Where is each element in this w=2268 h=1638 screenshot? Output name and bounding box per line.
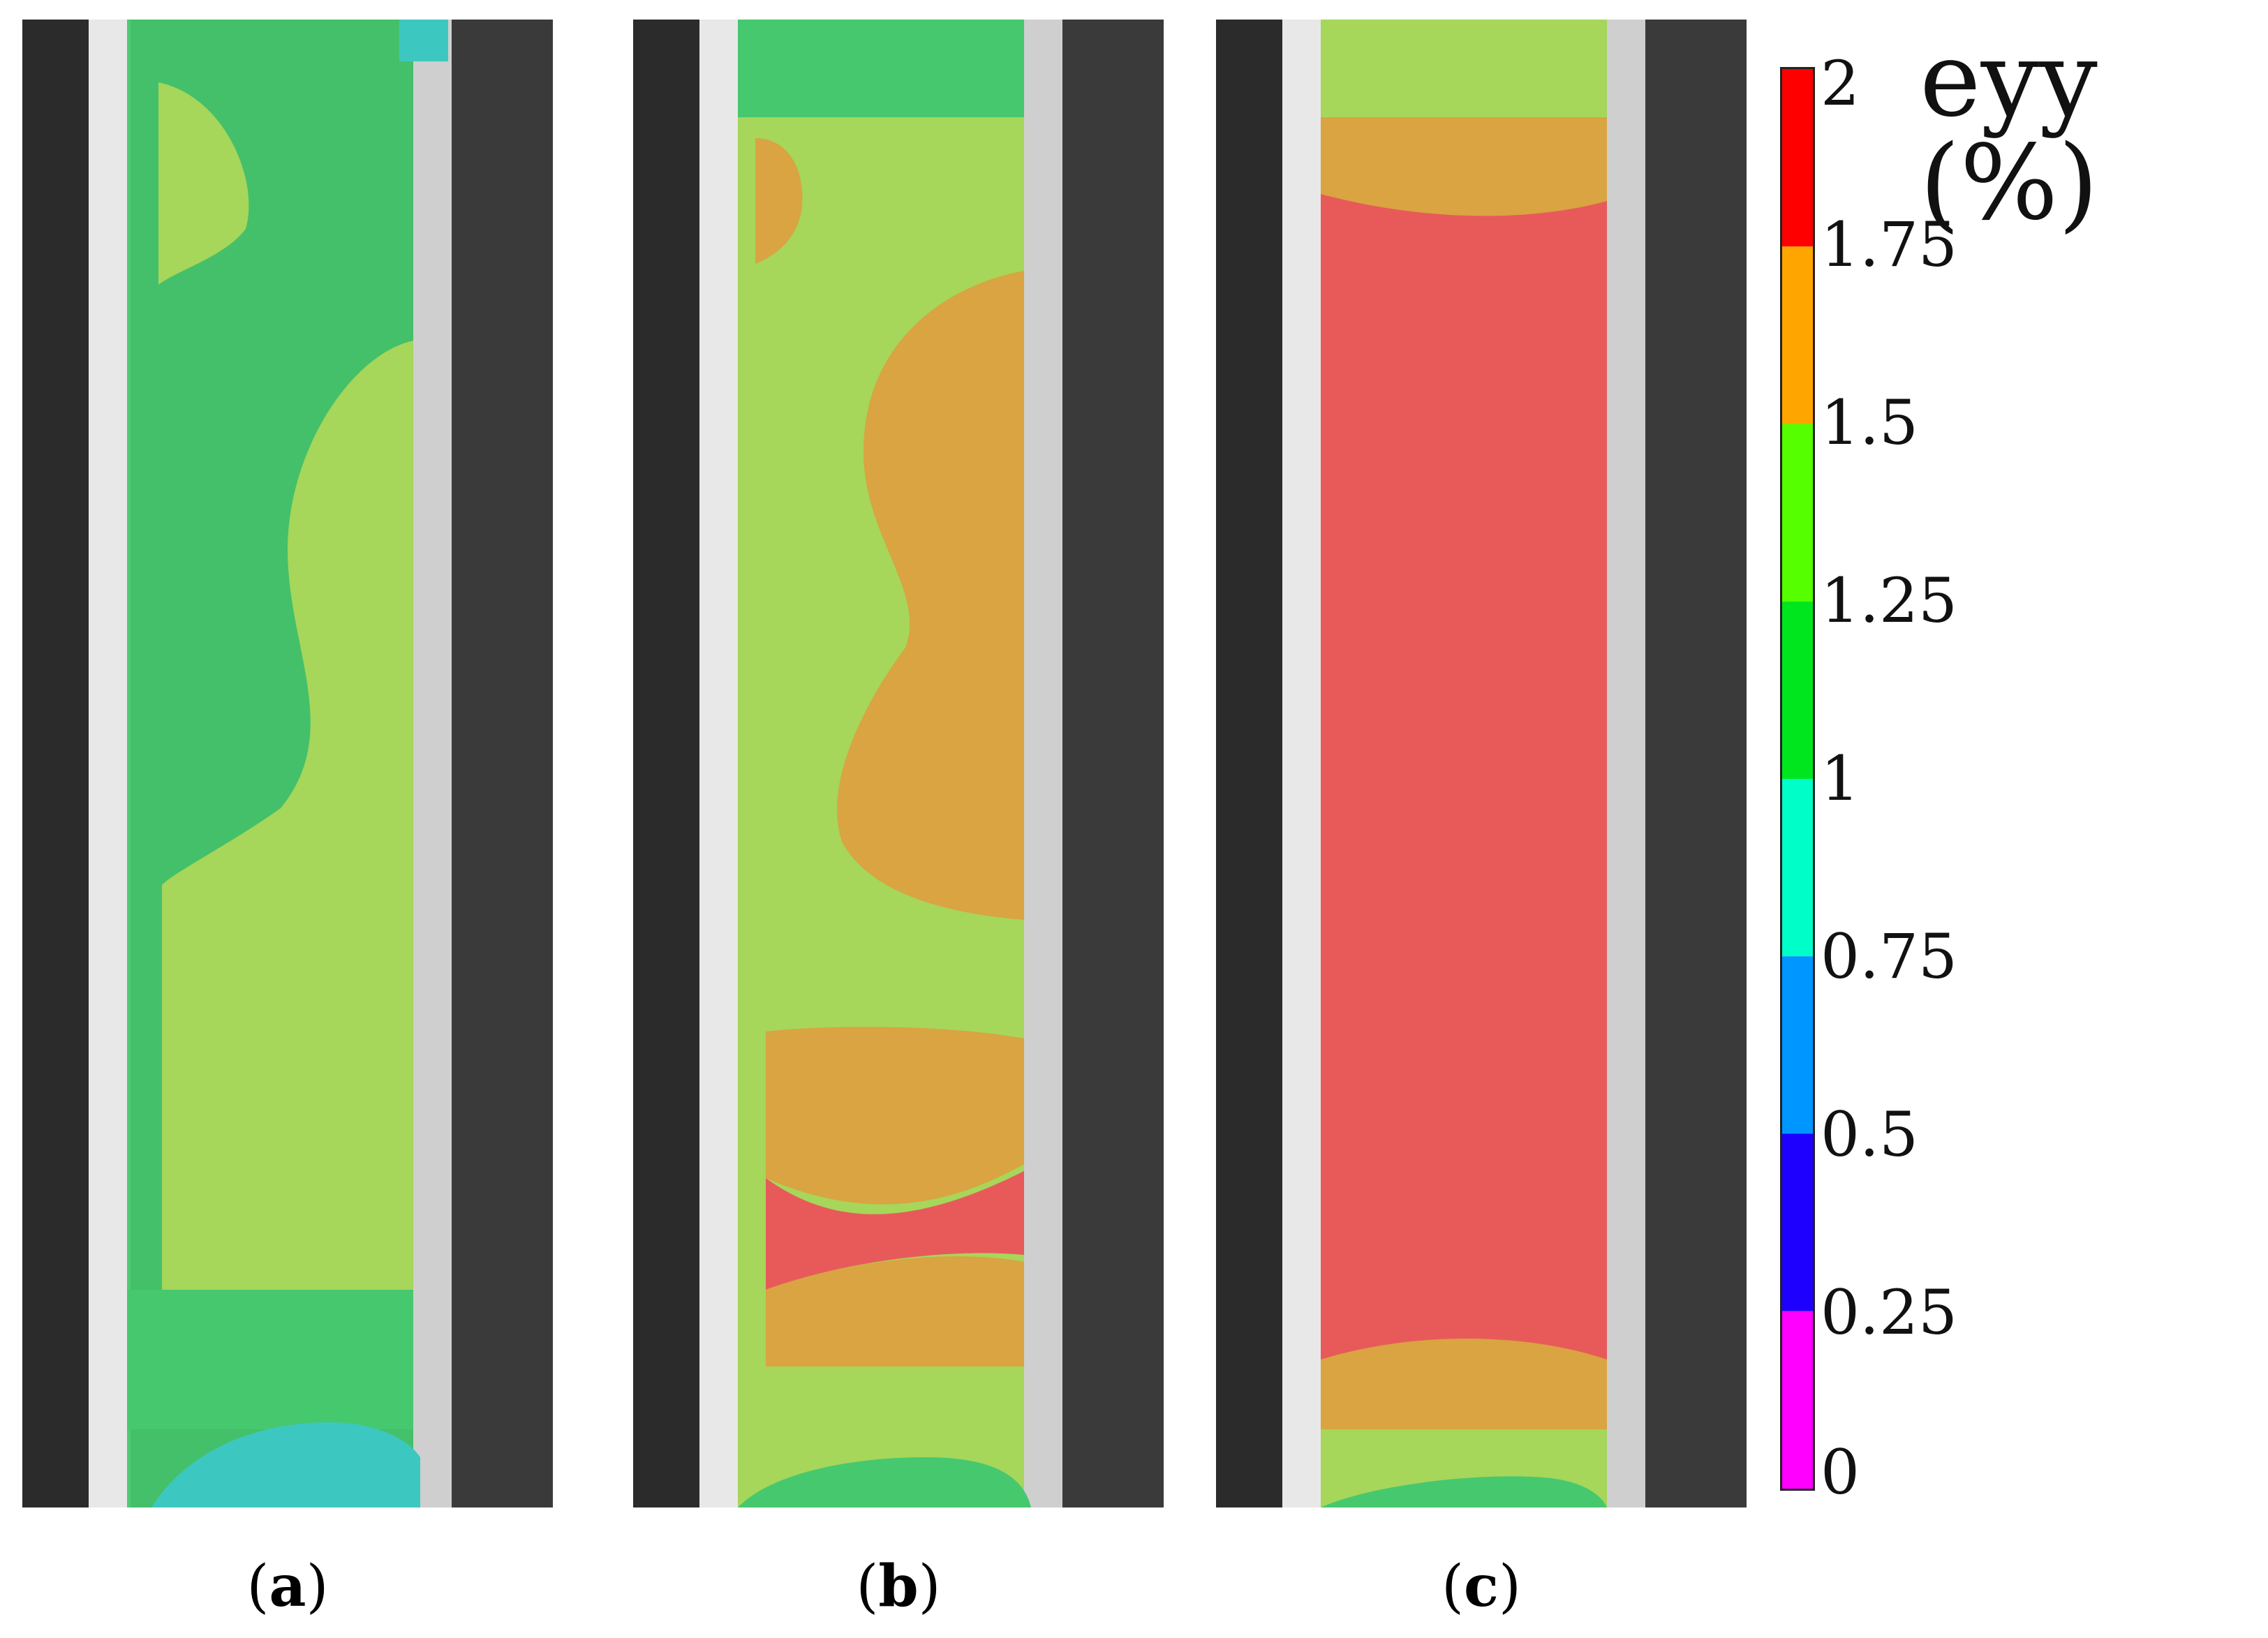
colorbar-title: eyy (%)	[1920, 20, 2099, 243]
strain-map-c	[1216, 20, 1747, 1507]
colorbar-band	[1782, 69, 1813, 247]
colorbar-tick-label: 0.25	[1821, 1276, 1957, 1348]
colorbar-tick-label: 2	[1821, 47, 1860, 119]
colorbar-band	[1782, 601, 1813, 779]
panel-caption-b: (b)	[856, 1553, 941, 1620]
panel-caption-a: (a)	[246, 1553, 329, 1620]
colorbar-tick-label: 0	[1821, 1436, 1860, 1508]
colorbar-tick-label: 0.5	[1821, 1099, 1918, 1170]
colorbar-band	[1782, 1133, 1813, 1311]
colorbar-tick-label: 1.5	[1821, 387, 1918, 459]
colorbar-tick-label: 1.25	[1821, 565, 1957, 636]
strain-map-a	[22, 20, 553, 1507]
colorbar-band	[1782, 956, 1813, 1134]
colorbar-tick-label: 1	[1821, 743, 1860, 814]
panel-caption-c: (c)	[1441, 1553, 1521, 1620]
colorbar	[1780, 67, 1815, 1491]
strain-map-b	[633, 20, 1164, 1507]
colorbar-band	[1782, 1311, 1813, 1489]
colorbar-tick-label: 0.75	[1821, 921, 1957, 992]
colorbar-band	[1782, 424, 1813, 602]
colorbar-band	[1782, 246, 1813, 424]
colorbar-tick-label: 1.75	[1821, 209, 1957, 281]
colorbar-band	[1782, 779, 1813, 957]
